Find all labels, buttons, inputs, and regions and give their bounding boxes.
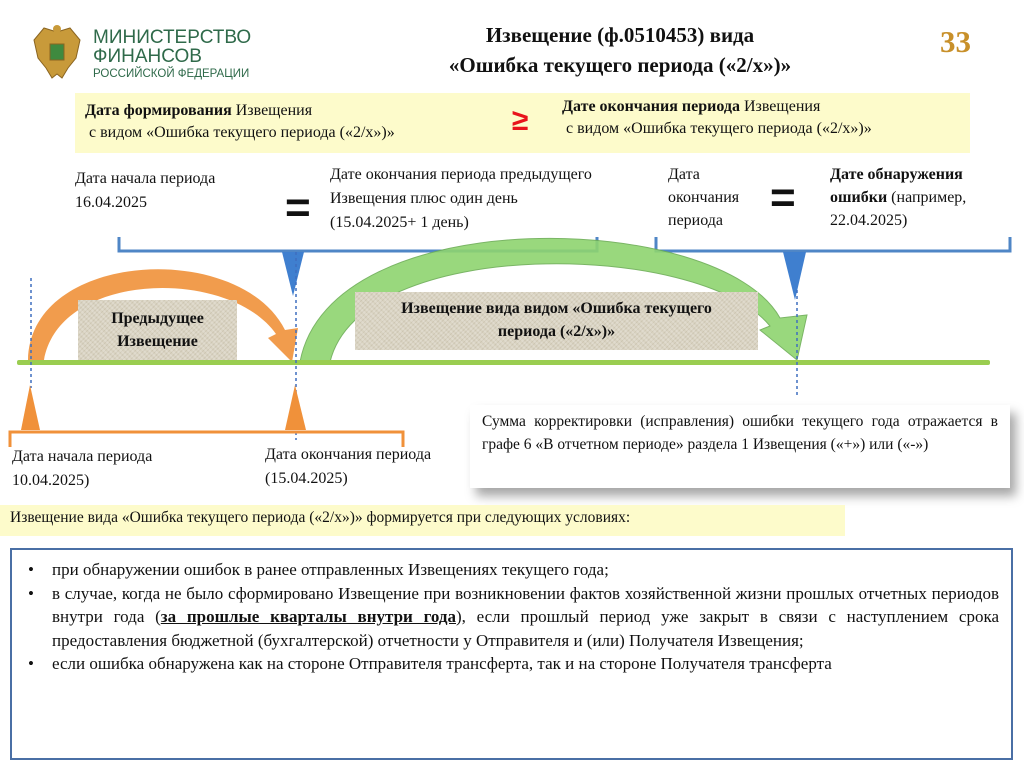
orange-pointer-1: [21, 385, 40, 430]
conditions-box: при обнаружении ошибок в ранее отправлен…: [10, 548, 1013, 760]
correction-note: Сумма корректировки (исправления) ошибки…: [470, 405, 1010, 488]
condition-emphasis: за прошлые кварталы внутри года: [160, 607, 456, 627]
previous-end-date: Дата окончания периода (15.04.2025): [265, 446, 432, 487]
previous-start-date: Дата начала периода 10.04.2025): [12, 448, 153, 489]
rule-right: Дате окончания периода Извещения с видом…: [562, 96, 872, 140]
greater-or-equal-sign: ≥: [512, 104, 529, 137]
orange-pointer-2: [285, 385, 306, 430]
rule-left-line2: с видом «Ошибка текущего периода («2/х»)…: [89, 124, 395, 141]
blue-pointer-2: [783, 252, 806, 300]
rule-right-rest: Извещения: [739, 98, 821, 115]
rule-right-line2: с видом «Ошибка текущего периода («2/х»)…: [566, 120, 872, 137]
end-date-equivalent: Дате обнаружения ошибки (например, 22.04…: [830, 163, 1015, 232]
timeline-diagram: [8, 237, 1012, 447]
end-equiv-bold: Дате обнаружения ошибки: [830, 166, 963, 206]
equals-sign-2: =: [770, 173, 796, 222]
condition-text: в случае, когда не было сформировано Изв…: [52, 583, 999, 627]
ministry-line3: РОССИЙСКОЙ ФЕДЕРАЦИИ: [93, 68, 250, 80]
page-number: 33: [940, 24, 971, 59]
condition-item: если ошибка обнаружена как на стороне От…: [24, 652, 999, 676]
rule-right-bold: Дате окончания периода: [562, 98, 740, 115]
ministry-line2: ФИНАНСОВ: [93, 46, 202, 67]
start-date-label: Дата начала периода 16.04.2025: [75, 170, 216, 211]
condition-item: при обнаружении ошибок в ранее отправлен…: [24, 558, 999, 582]
blue-bracket-2: [654, 237, 1012, 253]
blue-pointer-1: [282, 252, 304, 296]
rule-box: [75, 93, 970, 153]
emblem-icon: [33, 25, 81, 79]
timeline-axis: [17, 360, 990, 365]
slide-title: Извещение (ф.0510453) вида «Ошибка текущ…: [370, 20, 870, 80]
title-line2: «Ошибка текущего периода («2/х»)»: [448, 53, 792, 77]
orange-arc-arrow: [28, 269, 298, 362]
end-date-label: Дата окончания периода: [668, 166, 740, 229]
start-date-equivalent: Дате окончания периода предыдущего Извещ…: [330, 166, 592, 231]
orange-bracket: [8, 430, 405, 447]
title-line1: Извещение (ф.0510453) вида: [485, 23, 755, 47]
conditions-header: Извещение вида «Ошибка текущего периода …: [0, 505, 845, 536]
green-arc-arrow: [299, 237, 808, 363]
ministry-logo-text: МИНИСТЕРСТВО ФИНАНСОВ РОССИЙСКОЙ ФЕДЕРАЦ…: [93, 28, 251, 82]
rule-left-rest: Извещения: [231, 102, 313, 119]
end-equiv-rest: (например, 22.04.2025): [830, 189, 967, 229]
condition-item: в случае, когда не было сформировано Изв…: [24, 582, 999, 653]
ministry-line1: МИНИСТЕРСТВО: [93, 27, 252, 48]
rule-left-bold: Дата формирования: [85, 102, 232, 119]
current-notice-label: Извещение вида видом «Ошибка текущего пе…: [355, 292, 758, 350]
equals-sign-1: =: [285, 183, 311, 232]
rule-left: Дата формирования Извещения с видом «Оши…: [85, 100, 395, 144]
condition-text: ), если прошлый период уже закрыт в связ…: [52, 607, 999, 650]
previous-notice-label: Предыдущее Извещение: [78, 300, 237, 360]
